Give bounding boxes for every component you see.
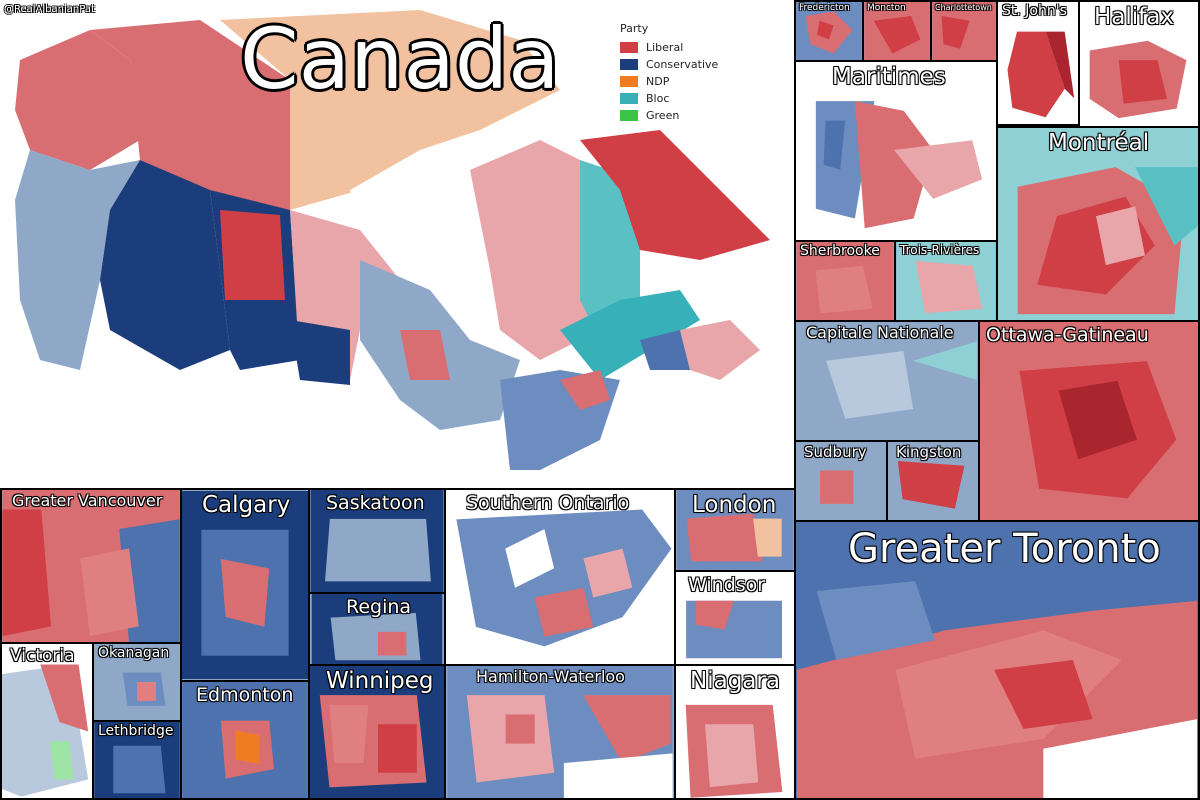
sask-north-riding	[220, 210, 285, 300]
legend-label: NDP	[646, 75, 670, 88]
legend-item-bloc: Bloc	[620, 90, 718, 107]
inset-saskatoon: Saskatoon	[308, 488, 446, 594]
inset-windsor: Windsor	[674, 570, 796, 666]
legend-label: Liberal	[646, 41, 684, 54]
inset-sudbury: Sudbury	[794, 440, 888, 522]
inset-capitale-nationale: Capitale Nationale	[794, 320, 980, 442]
inset-edmonton: Edmonton	[180, 680, 310, 800]
inset-montreal: Montréal	[996, 126, 1200, 322]
inset-label: Fredericton	[799, 3, 850, 13]
party-legend: Party Liberal Conservative NDP Bloc Gree…	[620, 22, 718, 124]
legend-swatch-bloc	[620, 93, 638, 104]
ontario-liberal-cluster	[560, 370, 610, 410]
legend-swatch-conservative	[620, 59, 638, 70]
inset-winnipeg: Winnipeg	[308, 664, 446, 800]
author-credit: @RealAlbanianPat	[4, 4, 95, 15]
inset-label: London	[692, 492, 777, 518]
legend-swatch-liberal	[620, 42, 638, 53]
legend-swatch-green	[620, 110, 638, 121]
inset-label: Southern Ontario	[466, 492, 630, 514]
inset-label: Greater Vancouver	[12, 491, 163, 510]
canada-map-shapes	[15, 10, 770, 470]
inset-greater-vancouver: Greater Vancouver	[0, 488, 182, 644]
inset-trois-rivieres: Trois-Rivières	[894, 240, 998, 322]
alberta-region	[100, 160, 230, 370]
inset-okanagan: Okanagan	[92, 642, 182, 722]
legend-item-conservative: Conservative	[620, 56, 718, 73]
inset-label: Winnipeg	[326, 668, 434, 694]
yukon-region	[15, 30, 140, 170]
inset-label: Saskatoon	[326, 492, 425, 514]
legend-item-green: Green	[620, 107, 718, 124]
quebec-south	[560, 290, 700, 380]
nunavut-region	[220, 10, 560, 210]
inset-label: Maritimes	[832, 64, 946, 90]
inset-label: Moncton	[867, 3, 906, 13]
inset-calgary: Calgary	[180, 488, 310, 682]
inset-label: Kingston	[896, 443, 962, 461]
inset-charlottetown: Charlottetown	[930, 0, 998, 62]
ontario-riding	[400, 330, 450, 380]
inset-label: Ottawa-Gatineau	[986, 324, 1149, 346]
inset-label: Trois-Rivières	[900, 243, 980, 257]
inset-ottawa-gatineau: Ottawa-Gatineau	[978, 320, 1200, 522]
inset-label: Victoria	[10, 646, 75, 666]
legend-swatch-ndp	[620, 76, 638, 87]
legend-item-liberal: Liberal	[620, 39, 718, 56]
inset-label: Windsor	[688, 574, 766, 596]
inset-victoria: Victoria	[0, 642, 94, 800]
legend-label: Green	[646, 109, 680, 122]
canada-main-map	[0, 0, 796, 490]
inset-lethbridge: Lethbridge	[92, 720, 182, 800]
new-brunswick	[640, 330, 690, 370]
inset-label: Montréal	[1048, 130, 1150, 156]
inset-label: Okanagan	[98, 645, 170, 661]
bc-region	[15, 150, 140, 370]
legend-title: Party	[620, 22, 649, 35]
inset-label: Regina	[346, 596, 412, 618]
inset-london: London	[674, 488, 796, 572]
manitoba-south	[290, 320, 350, 385]
inset-hamilton-waterloo: Hamilton-Waterloo	[444, 664, 676, 800]
labrador-region	[580, 130, 770, 260]
inset-label: St. John's	[1002, 3, 1067, 19]
inset-halifax: Halifax	[1078, 0, 1200, 128]
inset-label: Capitale Nationale	[806, 323, 954, 342]
inset-label: Sudbury	[804, 443, 867, 461]
inset-label: Niagara	[690, 668, 780, 694]
hudson-bay	[350, 150, 490, 290]
inset-st-johns: St. John's	[996, 0, 1080, 126]
legend-label: Bloc	[646, 92, 670, 105]
legend-label: Conservative	[646, 58, 719, 71]
inset-regina: Regina	[308, 592, 446, 666]
inset-label: Lethbridge	[98, 723, 174, 739]
inset-label: Charlottetown	[935, 3, 992, 12]
inset-greater-toronto: Greater Toronto	[794, 520, 1200, 800]
inset-label: Sherbrooke	[800, 243, 880, 259]
inset-kingston: Kingston	[886, 440, 980, 522]
inset-southern-ontario: Southern Ontario	[444, 488, 676, 666]
inset-label: Greater Toronto	[848, 526, 1161, 572]
inset-label: Calgary	[202, 492, 291, 518]
maritimes-region	[680, 320, 760, 380]
inset-maritimes: Maritimes	[794, 60, 998, 242]
inset-niagara: Niagara	[674, 664, 796, 800]
inset-label: Hamilton-Waterloo	[476, 667, 625, 686]
nwt-region	[90, 20, 290, 210]
legend-item-ndp: NDP	[620, 73, 718, 90]
inset-moncton: Moncton	[862, 0, 932, 62]
inset-fredericton: Fredericton	[794, 0, 864, 62]
inset-label: Halifax	[1094, 4, 1174, 30]
main-title: Canada	[240, 10, 560, 108]
inset-label: Edmonton	[196, 684, 294, 706]
inset-sherbrooke: Sherbrooke	[794, 240, 896, 322]
